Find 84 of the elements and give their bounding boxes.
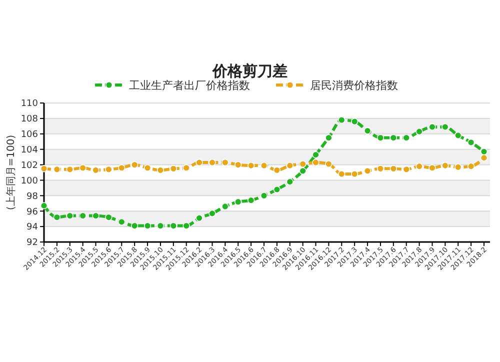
point <box>92 166 100 174</box>
point <box>92 212 100 220</box>
point <box>350 170 358 178</box>
point <box>118 164 126 172</box>
point <box>234 161 242 168</box>
y-tick-label: 104 <box>20 145 38 156</box>
point <box>208 158 216 166</box>
point <box>312 158 320 166</box>
point <box>364 167 372 175</box>
point <box>182 222 190 230</box>
point <box>402 166 410 174</box>
point <box>299 160 306 168</box>
point <box>40 202 48 210</box>
point <box>144 222 152 230</box>
point <box>299 167 306 175</box>
chart-title: 价格剪刀差 <box>212 62 288 80</box>
point <box>273 166 281 174</box>
point <box>222 202 229 210</box>
point <box>144 164 152 172</box>
point <box>442 123 449 131</box>
point <box>53 214 61 221</box>
point <box>170 222 178 230</box>
point <box>325 160 332 168</box>
point <box>454 163 462 171</box>
point <box>480 154 488 162</box>
point <box>208 210 216 218</box>
y-tick-label: 106 <box>20 130 38 140</box>
point <box>480 148 488 156</box>
point <box>428 164 436 172</box>
point <box>79 212 86 220</box>
y-tick-label: 96 <box>26 207 38 218</box>
point <box>222 158 229 166</box>
point <box>53 166 61 174</box>
point <box>196 214 203 222</box>
point <box>364 127 372 134</box>
point <box>156 222 164 230</box>
y-tick-label: 94 <box>26 222 38 233</box>
point <box>66 212 74 220</box>
y-tick-label: 98 <box>26 192 38 202</box>
point <box>467 138 475 146</box>
point <box>402 134 410 142</box>
point <box>196 158 203 166</box>
y-tick-label: 102 <box>20 160 38 171</box>
legend-label: 居民消费价格指数 <box>310 79 398 92</box>
point <box>416 162 423 170</box>
point <box>234 198 242 206</box>
point <box>454 132 462 140</box>
point <box>350 118 358 126</box>
point <box>338 170 346 178</box>
legend-label: 工业生产者出厂价格指数 <box>129 79 250 92</box>
point <box>40 165 48 172</box>
y-tick-label: 92 <box>26 238 38 248</box>
point <box>376 134 384 142</box>
point <box>118 218 126 226</box>
point <box>260 162 268 170</box>
point <box>467 162 475 170</box>
point <box>390 165 398 172</box>
point <box>156 166 164 174</box>
point <box>390 134 398 142</box>
point <box>428 123 436 131</box>
point <box>66 166 74 174</box>
point <box>260 192 268 200</box>
point <box>286 178 294 186</box>
point <box>105 214 112 221</box>
point <box>338 116 346 124</box>
point <box>79 164 86 172</box>
y-tick-label: 110 <box>20 99 38 110</box>
y-tick-label: 108 <box>20 114 38 125</box>
point <box>247 196 255 204</box>
point <box>130 161 138 168</box>
point <box>416 128 423 136</box>
point <box>105 166 112 174</box>
point <box>273 186 281 194</box>
point <box>170 165 178 172</box>
point <box>376 165 384 172</box>
point <box>312 151 320 158</box>
y-tick-label: 100 <box>20 176 38 186</box>
point <box>130 222 138 230</box>
point <box>442 162 449 170</box>
point <box>286 162 294 170</box>
point <box>247 162 255 170</box>
point <box>325 134 332 142</box>
point <box>182 164 190 172</box>
y-axis-title: (上年同月=100) <box>5 134 17 210</box>
